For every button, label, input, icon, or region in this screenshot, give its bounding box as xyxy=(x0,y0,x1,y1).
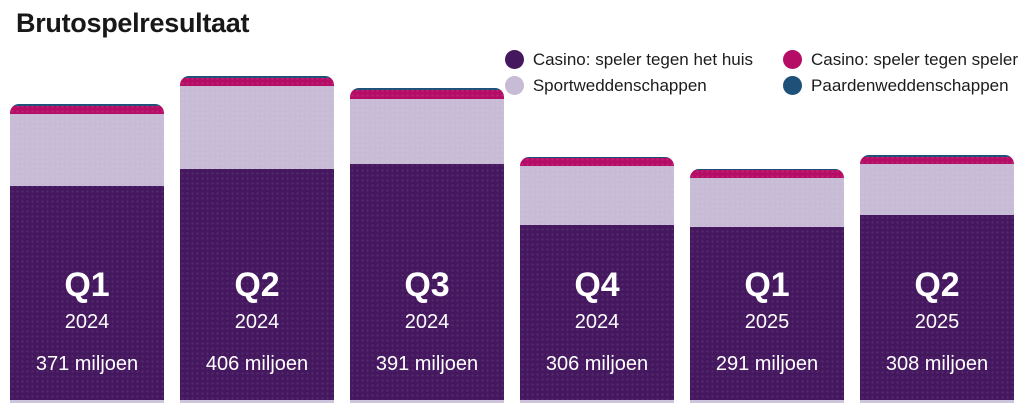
sportweddenschappen-swatch-icon xyxy=(504,76,524,95)
bar-quarter-label: Q2 xyxy=(914,266,960,304)
bar-total-label: 308 miljoen xyxy=(885,353,989,375)
bar-labels: Q3 2024 391 miljoen xyxy=(350,268,504,400)
bar-segment xyxy=(860,156,1014,164)
bar-quarter-label: Q3 xyxy=(404,266,450,304)
paardenweddenschappen-swatch-icon xyxy=(783,76,803,95)
bar-segment xyxy=(10,105,164,115)
bar-segment xyxy=(350,88,504,90)
bar-segment xyxy=(860,215,1014,401)
bar-q1-2025: Q1 2025 291 miljoen xyxy=(690,168,844,403)
bar-year-label: 2025 xyxy=(744,311,790,333)
bar-total-label: 306 miljoen xyxy=(545,353,649,375)
bar-labels: Q2 2024 406 miljoen xyxy=(180,268,334,400)
bar-segment xyxy=(690,177,844,227)
bar-segment xyxy=(520,225,674,400)
bar-year-label: 2024 xyxy=(234,311,280,333)
bar-year-label: 2024 xyxy=(64,311,110,333)
bar-segment xyxy=(10,185,164,401)
legend: Casino: speler tegen het huis Sportwedde… xyxy=(504,49,1018,95)
bar-segment xyxy=(860,163,1014,216)
bar-labels: Q4 2024 306 miljoen xyxy=(520,268,674,400)
legend-column-2: Casino: speler tegen speler Paardenwedde… xyxy=(783,50,1018,95)
bar-labels: Q2 2025 308 miljoen xyxy=(860,268,1014,400)
bar-segment xyxy=(350,89,504,99)
bar-q1-2024: Q1 2024 371 miljoen xyxy=(10,104,164,403)
legend-column-1: Casino: speler tegen het huis Sportwedde… xyxy=(504,49,754,95)
bar-total-label: 371 miljoen xyxy=(35,353,139,375)
bar-segment xyxy=(10,114,164,186)
bar-total-label: 406 miljoen xyxy=(205,353,309,375)
legend-label: Casino: speler tegen speler xyxy=(811,49,1018,69)
bar-segment xyxy=(690,226,844,400)
legend-label: Sportweddenschappen xyxy=(532,75,707,95)
page-title: Brutospelresultaat xyxy=(16,8,250,38)
casino-huis-swatch-icon xyxy=(504,50,524,69)
bar-q2-2024: Q2 2024 406 miljoen xyxy=(180,76,334,403)
bar-segment xyxy=(180,85,334,169)
bar-segment xyxy=(180,168,334,401)
bar-year-label: 2024 xyxy=(404,311,450,333)
bar-q3-2024: Q3 2024 391 miljoen xyxy=(350,88,504,403)
bar-segment xyxy=(180,77,334,86)
bar-quarter-label: Q2 xyxy=(234,266,280,304)
bar-total-label: 391 miljoen xyxy=(375,353,479,375)
bar-segment xyxy=(520,158,674,167)
bar-segment xyxy=(860,155,1014,157)
bar-quarter-label: Q4 xyxy=(574,266,620,304)
bar-segment xyxy=(350,163,504,401)
bar-segment xyxy=(690,170,844,178)
legend-item-paardenweddenschappen: Paardenweddenschappen xyxy=(783,76,1018,95)
legend-item-casino-speler: Casino: speler tegen speler xyxy=(783,50,1018,69)
bar-q4-2024: Q4 2024 306 miljoen xyxy=(520,156,674,403)
bar-segment xyxy=(520,156,674,159)
bar-segment xyxy=(10,104,164,106)
bar-segment xyxy=(690,168,844,171)
legend-item-sportweddenschappen: Sportweddenschappen xyxy=(504,75,753,95)
bar-labels: Q1 2025 291 miljoen xyxy=(690,268,844,400)
bar-segment xyxy=(180,76,334,78)
bar-quarter-label: Q1 xyxy=(64,266,110,304)
legend-label: Paardenweddenschappen xyxy=(811,75,1009,95)
bar-quarter-label: Q1 xyxy=(744,266,790,304)
bar-year-label: 2025 xyxy=(914,311,960,333)
bar-q2-2025: Q2 2025 308 miljoen xyxy=(860,155,1014,403)
bar-total-label: 291 miljoen xyxy=(715,353,819,375)
bar-segment xyxy=(350,98,504,164)
legend-label: Casino: speler tegen het huis xyxy=(532,49,754,69)
casino-speler-swatch-icon xyxy=(783,50,803,69)
bar-labels: Q1 2024 371 miljoen xyxy=(10,268,164,400)
bar-segment xyxy=(520,166,674,226)
bar-year-label: 2024 xyxy=(574,311,620,333)
legend-item-casino-huis: Casino: speler tegen het huis xyxy=(504,49,754,69)
